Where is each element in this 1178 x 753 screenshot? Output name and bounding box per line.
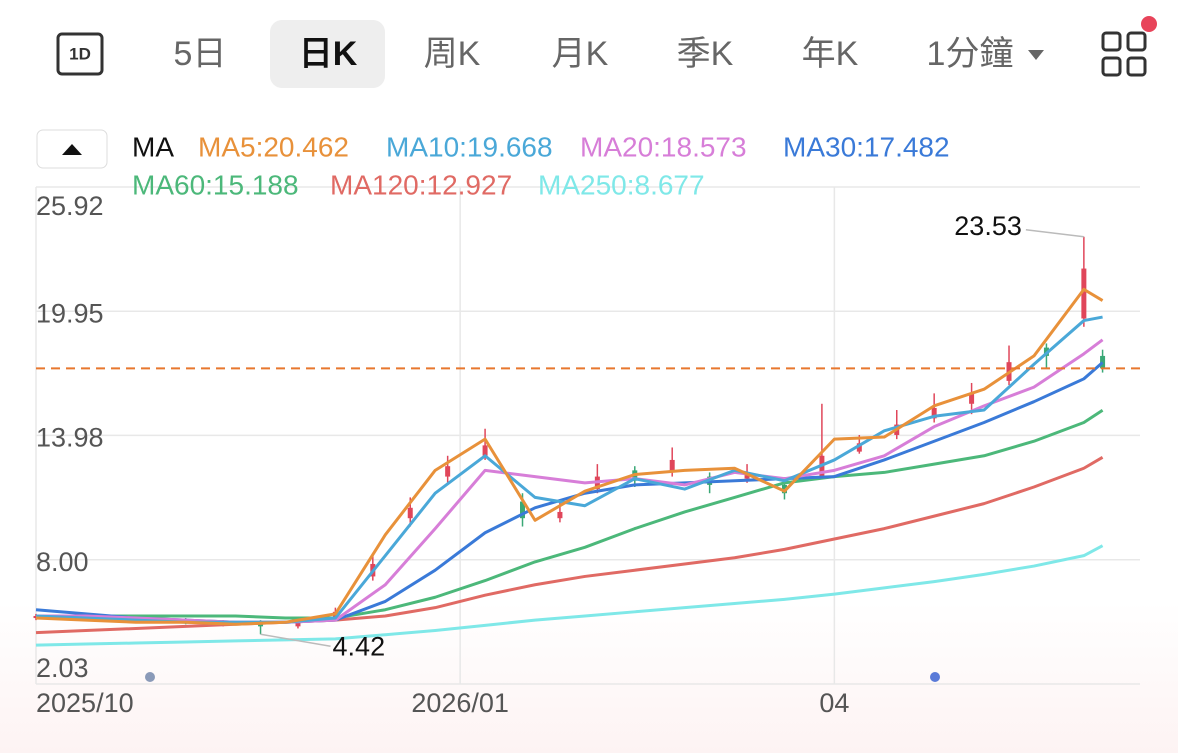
candle-body <box>969 393 975 404</box>
candle-body <box>669 459 675 473</box>
ma-line <box>35 456 1104 635</box>
ma-line <box>36 409 1104 620</box>
annotation-leader <box>1025 228 1084 238</box>
legend-entry: MA10:19.668 <box>386 131 553 162</box>
ma-line <box>35 544 1104 647</box>
collapse-arrow <box>62 144 82 155</box>
tab[interactable]: 1分鐘 <box>927 35 1014 73</box>
event-marker[interactable] <box>930 672 940 682</box>
candle-body <box>1081 268 1087 319</box>
indicator-name: MA <box>132 131 174 162</box>
min-annotation: 4.42 <box>333 631 386 661</box>
annotation-leader <box>260 633 331 648</box>
tab[interactable]: 日K <box>299 35 358 73</box>
max-annotation: 23.53 <box>954 211 1022 241</box>
legend-entry: MA60:15.188 <box>132 169 299 200</box>
legend-entry: MA250:8.677 <box>538 169 705 200</box>
tab[interactable]: 5日 <box>174 35 227 73</box>
legend-entry: MA20:18.573 <box>580 131 747 162</box>
y-tick-label: 19.95 <box>36 298 104 328</box>
legend-entry: MA5:20.462 <box>198 131 349 162</box>
y-tick-label: 2.03 <box>36 653 89 683</box>
candle-body <box>295 622 301 627</box>
legend-entry: MA120:12.927 <box>330 169 512 200</box>
candle-body <box>931 407 937 419</box>
selected-tab-bg <box>270 20 385 88</box>
candle-body <box>856 443 862 452</box>
x-tick-label: 2026/01 <box>411 688 509 718</box>
plot: 2.03 8.00 13.98 19.95 25.92 2025/10 2026/01 04 2… <box>33 186 1140 718</box>
tab[interactable]: 季K <box>677 35 734 73</box>
tab[interactable]: 年K <box>802 35 859 73</box>
dropdown-arrow[interactable] <box>1028 50 1044 60</box>
y-tick-label: 13.98 <box>36 423 104 453</box>
candle-body <box>557 511 563 519</box>
ma-line <box>35 315 1103 624</box>
candle-body <box>1100 355 1106 369</box>
x-tick-label: 2025/10 <box>36 688 134 718</box>
notification-dot <box>1141 16 1157 32</box>
ma-line <box>35 287 1104 626</box>
event-marker[interactable] <box>145 672 155 682</box>
layout-icon[interactable] <box>1101 31 1147 77</box>
candle-body <box>407 507 413 519</box>
legend-entry: MA30:17.482 <box>783 131 950 162</box>
period-icon-label: 1D <box>69 44 91 63</box>
candle-body <box>482 445 488 456</box>
period-icon[interactable] <box>56 32 104 76</box>
tab-bar: 5日 日K 周K 月K 季K 年K 1分鐘 <box>174 35 1014 73</box>
x-tick-label: 04 <box>819 688 849 718</box>
y-tick-label: 25.92 <box>36 191 104 221</box>
candle-body <box>445 466 451 477</box>
candle-body <box>520 501 526 519</box>
tab[interactable]: 月K <box>552 35 609 73</box>
y-tick-label: 8.00 <box>36 547 89 577</box>
tab[interactable]: 周K <box>424 35 481 73</box>
